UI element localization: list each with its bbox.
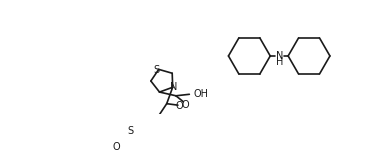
Text: H: H — [275, 57, 283, 67]
Text: O: O — [182, 101, 189, 110]
Text: S: S — [128, 126, 134, 136]
Text: O: O — [112, 142, 120, 152]
Text: O: O — [175, 101, 183, 111]
Text: N: N — [275, 51, 283, 61]
Text: OH: OH — [194, 89, 209, 99]
Text: S: S — [153, 65, 159, 75]
Text: N: N — [170, 82, 177, 91]
